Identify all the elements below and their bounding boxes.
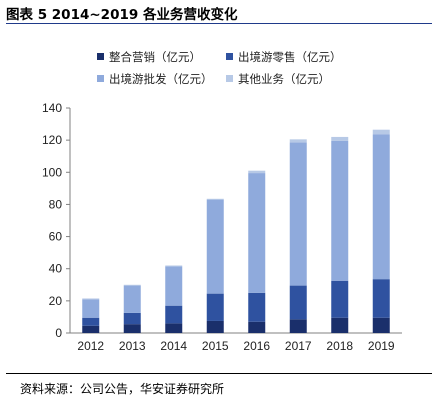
chart-legend: 整合营销（亿元） 出境游零售（亿元） 出境游批发（亿元） 其他业务（亿元） [97,50,342,86]
y-tick-label: 20 [49,294,63,308]
x-tick-label: 2015 [202,339,229,353]
bar-segment [82,298,100,300]
bar-segment [82,299,100,318]
legend-label: 出境游零售（亿元） [238,50,342,64]
y-tick-label: 40 [49,262,63,276]
y-tick-label: 120 [42,133,62,147]
legend-swatch [226,75,233,82]
bar-segment [123,284,141,286]
y-tick-label: 0 [55,326,62,340]
bar-segment [248,173,266,293]
bar-segment [372,317,390,333]
bar-segment [289,139,307,143]
bar-segment [331,140,349,281]
bar-segment [165,323,183,333]
source-rule [6,373,432,374]
bar-segment [289,319,307,333]
x-tick-label: 2013 [119,339,146,353]
bar-segment [206,293,224,321]
x-tick-label: 2017 [285,339,312,353]
bar-segment [248,292,266,322]
bar-segment [289,285,307,320]
stacked-bar-chart: 整合营销（亿元） 出境游零售（亿元） 出境游批发（亿元） 其他业务（亿元） 0 20 40… [42,50,402,353]
bar-segment [82,325,100,333]
bar-segment [165,266,183,306]
bar-segment [331,280,349,318]
x-tick-label: 2018 [326,339,353,353]
bar-segment [165,265,183,267]
bar-segment [123,285,141,313]
x-tick-label: 2016 [243,339,270,353]
y-tick-label: 60 [49,230,63,244]
x-tick-label: 2014 [160,339,187,353]
bar-segment [165,305,183,324]
x-axis: 2012 2013 2014 2015 2016 2017 2018 2019 [70,332,402,353]
legend-label: 整合营销（亿元） [109,50,201,64]
figure-title: 图表 5 2014~2019 各业务营收变化 [6,7,238,23]
bar-segment [331,317,349,333]
bars-group [82,129,390,333]
bar-segment [206,199,224,294]
x-tick-label: 2019 [368,339,395,353]
bar-segment [123,324,141,333]
bar-segment [331,136,349,141]
bar-segment [82,317,100,326]
legend-swatch [97,53,104,60]
bar-segment [372,279,390,318]
y-tick-label: 100 [42,165,62,179]
legend-swatch [97,75,104,82]
y-tick-label: 80 [49,197,63,211]
source-note: 资料来源：公司公告，华安证券研究所 [20,382,225,396]
title-rule [6,23,432,24]
bar-segment [206,198,224,200]
legend-label: 其他业务（亿元） [238,72,330,86]
bar-segment [248,170,266,174]
y-tick-label: 140 [42,101,62,115]
bar-segment [123,312,141,325]
y-axis: 0 20 40 60 80 100 120 140 [42,101,71,340]
bar-segment [372,129,390,135]
x-tick-label: 2012 [77,339,104,353]
bar-segment [289,142,307,286]
legend-swatch [226,53,233,60]
bar-segment [372,134,390,280]
legend-label: 出境游批发（亿元） [109,72,213,86]
bar-segment [206,320,224,333]
bar-segment [248,321,266,333]
